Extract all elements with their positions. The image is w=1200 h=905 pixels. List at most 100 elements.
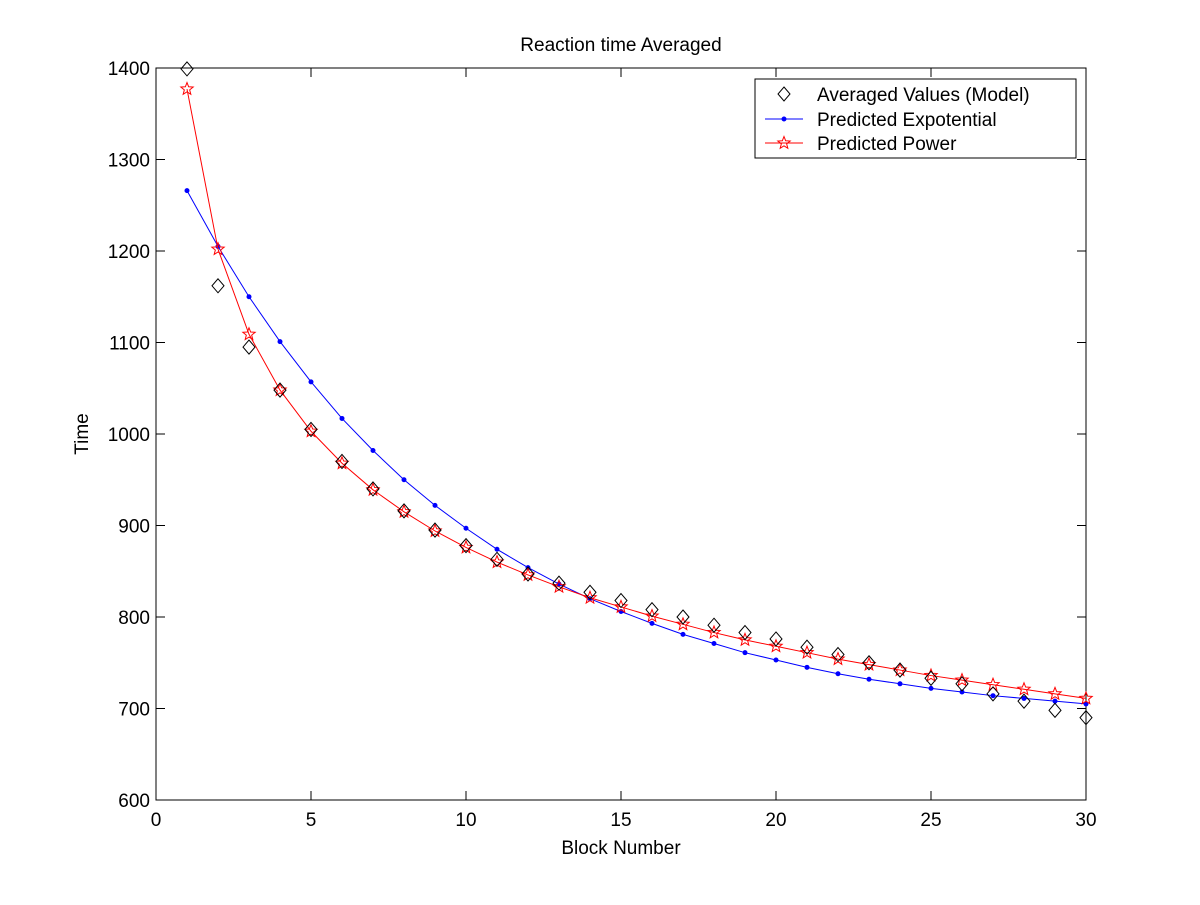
legend-label: Predicted Expotential xyxy=(817,110,997,131)
data-point xyxy=(397,503,411,519)
data-point xyxy=(304,421,318,438)
x-tick-label: 25 xyxy=(920,810,941,831)
x-tick-label: 15 xyxy=(610,810,631,831)
data-point xyxy=(335,453,349,470)
series-dot xyxy=(184,188,1089,707)
data-point xyxy=(489,554,505,569)
data-point xyxy=(613,599,629,614)
data-point xyxy=(1079,709,1093,726)
data-point xyxy=(769,631,783,647)
series-line xyxy=(186,88,1087,699)
x-tick-label: 30 xyxy=(1075,810,1096,831)
data-point xyxy=(861,656,877,671)
data-point xyxy=(432,502,438,508)
y-tick-label: 1400 xyxy=(108,59,150,80)
legend-item: Predicted Power xyxy=(765,134,957,155)
data-point xyxy=(246,294,252,300)
series-diamond xyxy=(180,61,1093,726)
data-point xyxy=(645,601,659,618)
y-tick-label: 700 xyxy=(118,700,150,721)
legend-marker xyxy=(776,135,792,150)
data-point xyxy=(401,477,407,483)
data-point xyxy=(954,672,970,687)
data-point xyxy=(339,415,345,421)
data-point xyxy=(835,671,841,677)
data-point xyxy=(241,326,257,341)
y-tick-label: 1300 xyxy=(108,151,150,172)
data-point xyxy=(768,638,784,653)
axis-ticks xyxy=(155,67,1087,801)
data-point xyxy=(897,681,903,687)
legend-items: Averaged Values (Model) Predicted Expoten… xyxy=(765,85,1030,155)
data-point xyxy=(179,81,195,96)
y-tick-label: 1200 xyxy=(108,242,150,263)
legend-box xyxy=(754,78,1077,159)
data-point xyxy=(490,551,504,568)
data-point xyxy=(649,620,655,626)
data-point xyxy=(366,481,380,497)
data-point xyxy=(210,241,226,256)
data-point xyxy=(273,382,287,398)
data-point xyxy=(986,686,1000,702)
y-tick-label: 1100 xyxy=(109,334,150,355)
data-point xyxy=(242,339,256,355)
data-point xyxy=(1048,702,1062,719)
legend-marker xyxy=(781,116,787,122)
data-point xyxy=(459,537,473,554)
data-point xyxy=(711,641,717,647)
y-tick-label: 600 xyxy=(118,791,150,812)
data-point xyxy=(680,631,686,637)
data-point xyxy=(742,650,748,656)
data-point xyxy=(428,522,442,538)
data-point xyxy=(277,339,283,345)
data-point xyxy=(706,624,722,639)
data-point xyxy=(862,654,876,671)
data-point xyxy=(737,632,753,647)
data-point xyxy=(675,616,691,631)
y-tick-label: 1000 xyxy=(108,425,150,446)
data-point xyxy=(1016,681,1032,696)
y-axis-label: Time xyxy=(72,413,93,455)
data-point xyxy=(1021,695,1027,701)
data-point xyxy=(494,546,500,552)
data-point xyxy=(866,676,872,682)
data-point xyxy=(773,657,779,663)
axis-tick-labels: 0 5 10 15 20 25 30 600 700 800 900 1000 1100 1200 1300… xyxy=(108,59,1097,831)
chart-title: Reaction time Averaged xyxy=(520,35,721,56)
x-tick-label: 20 xyxy=(765,810,786,831)
x-tick-label: 10 xyxy=(455,810,476,831)
legend-item: Predicted Expotential xyxy=(765,110,997,131)
data-point xyxy=(893,662,907,678)
data-point xyxy=(582,589,598,605)
data-point xyxy=(521,566,535,582)
data-point xyxy=(1017,693,1031,709)
data-point xyxy=(180,61,194,77)
data-point xyxy=(1078,690,1094,705)
data-point xyxy=(370,447,376,453)
x-tick-label: 0 xyxy=(151,810,162,831)
legend: Averaged Values (Model) Predicted Expoten… xyxy=(754,78,1077,159)
data-point xyxy=(800,639,814,655)
legend-item: Averaged Values (Model) xyxy=(777,85,1030,106)
data-point xyxy=(583,584,597,601)
data-point xyxy=(990,693,996,699)
data-point xyxy=(1083,701,1089,707)
y-tick-label: 900 xyxy=(118,517,150,538)
series-line xyxy=(186,190,1087,705)
data-point xyxy=(707,617,721,634)
legend-label: Averaged Values (Model) xyxy=(817,85,1030,106)
data-point xyxy=(458,539,474,554)
x-tick-label: 5 xyxy=(306,810,317,831)
data-point xyxy=(799,644,815,660)
data-point xyxy=(928,685,934,691)
data-point xyxy=(676,609,690,625)
data-point xyxy=(211,278,225,294)
data-point xyxy=(463,525,469,531)
data-point xyxy=(552,575,566,591)
data-point xyxy=(955,676,969,692)
legend-label: Predicted Power xyxy=(817,134,957,155)
data-point xyxy=(924,670,938,687)
data-point xyxy=(738,624,752,641)
